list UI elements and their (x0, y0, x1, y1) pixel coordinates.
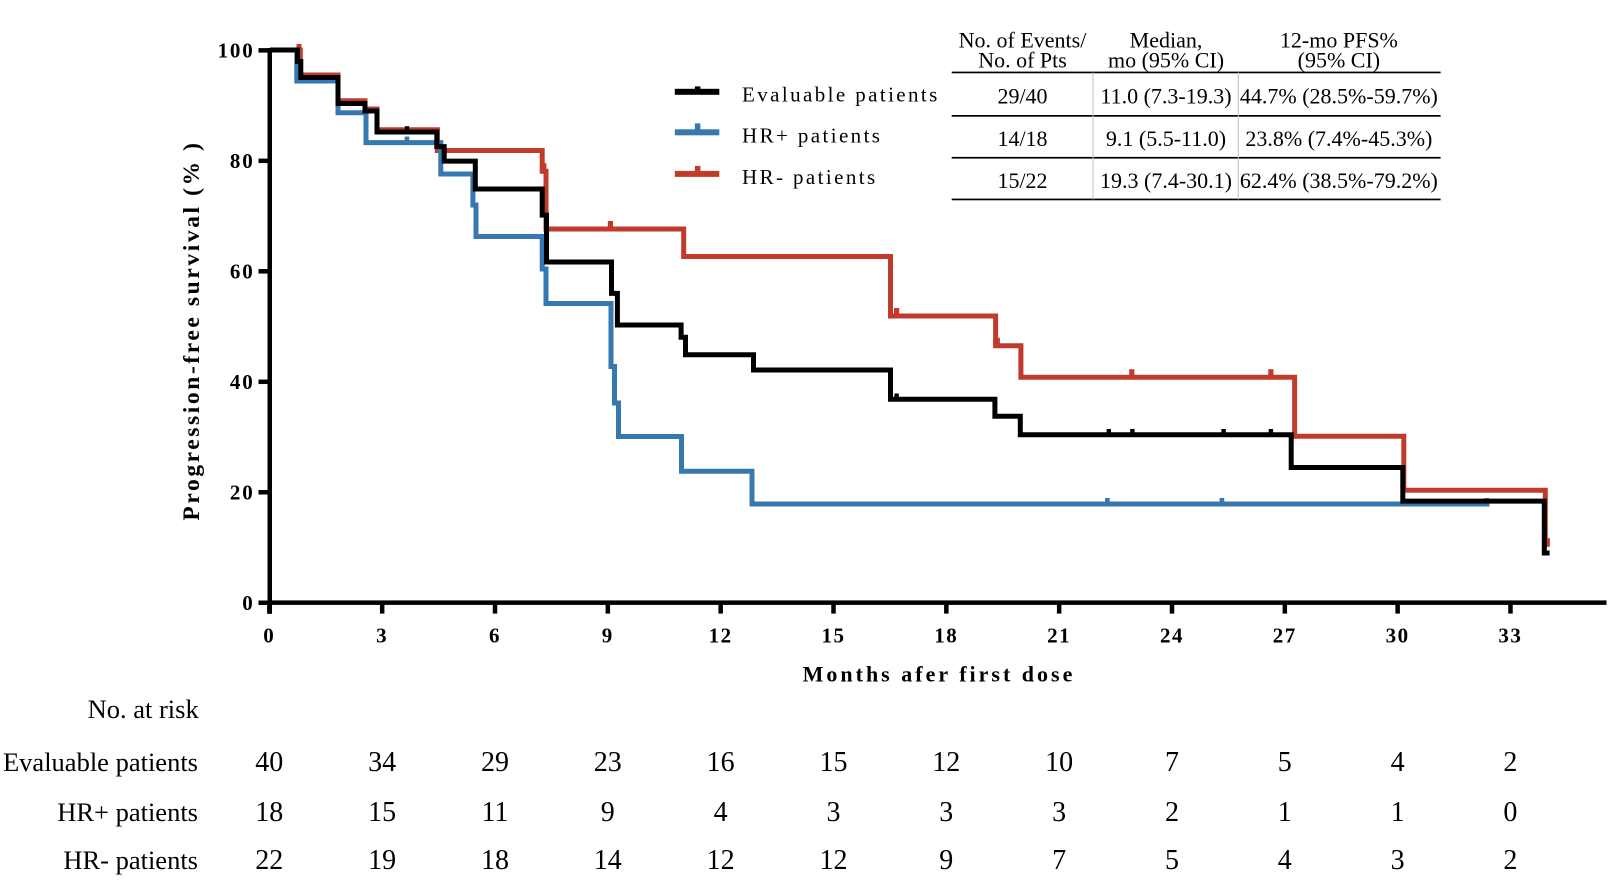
svg-text:40: 40 (230, 370, 255, 394)
svg-text:14: 14 (594, 845, 622, 876)
svg-text:11.0 (7.3-19.3): 11.0 (7.3-19.3) (1100, 84, 1231, 109)
svg-text:HR+ patients: HR+ patients (742, 124, 882, 148)
svg-text:100: 100 (218, 39, 255, 63)
svg-text:33: 33 (1498, 624, 1522, 648)
svg-text:4: 4 (1391, 747, 1405, 778)
svg-text:12: 12 (932, 747, 960, 778)
svg-text:12-mo PFS%: 12-mo PFS% (1280, 27, 1398, 52)
svg-text:14/18: 14/18 (997, 126, 1047, 151)
svg-text:9: 9 (602, 624, 614, 648)
svg-text:3: 3 (376, 624, 388, 648)
svg-text:9: 9 (601, 797, 615, 828)
svg-text:0: 0 (242, 591, 254, 615)
svg-text:5: 5 (1165, 845, 1179, 876)
svg-text:3: 3 (826, 797, 840, 828)
svg-text:15: 15 (821, 624, 845, 648)
svg-text:20: 20 (230, 480, 255, 504)
svg-text:18: 18 (934, 624, 958, 648)
svg-text:16: 16 (707, 747, 735, 778)
svg-text:34: 34 (368, 747, 396, 778)
svg-text:29/40: 29/40 (997, 84, 1047, 109)
svg-text:15: 15 (368, 797, 396, 828)
svg-text:19.3 (7.4-30.1): 19.3 (7.4-30.1) (1100, 168, 1232, 193)
svg-text:2: 2 (1503, 845, 1517, 876)
svg-text:6: 6 (489, 624, 501, 648)
svg-text:7: 7 (1052, 845, 1066, 876)
svg-text:10: 10 (1045, 747, 1073, 778)
svg-text:2: 2 (1503, 747, 1517, 778)
svg-text:29: 29 (481, 747, 509, 778)
svg-text:40: 40 (255, 747, 283, 778)
svg-text:1: 1 (1391, 797, 1405, 828)
svg-text:23.8% (7.4%-45.3%): 23.8% (7.4%-45.3%) (1245, 126, 1432, 151)
svg-text:22: 22 (255, 845, 283, 876)
svg-text:19: 19 (368, 845, 396, 876)
svg-text:62.4% (38.5%-79.2%): 62.4% (38.5%-79.2%) (1240, 168, 1438, 193)
svg-text:15: 15 (819, 747, 847, 778)
svg-text:12: 12 (819, 845, 847, 876)
svg-text:4: 4 (714, 797, 728, 828)
svg-text:9: 9 (939, 845, 953, 876)
svg-text:Evaluable patients: Evaluable patients (3, 747, 198, 777)
svg-text:15/22: 15/22 (997, 168, 1047, 193)
svg-text:No. at risk: No. at risk (88, 694, 200, 724)
svg-text:HR+ patients: HR+ patients (57, 797, 198, 827)
svg-text:27: 27 (1273, 624, 1297, 648)
svg-text:7: 7 (1165, 747, 1179, 778)
svg-text:60: 60 (230, 259, 255, 283)
svg-text:3: 3 (1391, 845, 1405, 876)
svg-text:mo (95% CI): mo (95% CI) (1108, 47, 1224, 72)
svg-text:Progression-free survival (% ): Progression-free survival (% ) (179, 140, 205, 520)
svg-text:3: 3 (1052, 797, 1066, 828)
svg-text:2: 2 (1165, 797, 1179, 828)
svg-text:24: 24 (1160, 624, 1184, 648)
svg-text:21: 21 (1047, 624, 1071, 648)
svg-text:44.7% (28.5%-59.7%): 44.7% (28.5%-59.7%) (1240, 84, 1438, 109)
svg-text:No. of Events/: No. of Events/ (959, 27, 1088, 52)
svg-text:HR- patients: HR- patients (63, 845, 198, 875)
svg-text:12: 12 (709, 624, 733, 648)
svg-text:4: 4 (1278, 845, 1292, 876)
svg-text:Months afer first dose: Months afer first dose (803, 662, 1076, 687)
svg-text:No. of Pts: No. of Pts (978, 47, 1067, 72)
svg-text:Evaluable patients: Evaluable patients (742, 83, 940, 107)
svg-text:(95% CI): (95% CI) (1298, 47, 1380, 72)
svg-text:0: 0 (1503, 797, 1517, 828)
svg-text:18: 18 (481, 845, 509, 876)
svg-text:30: 30 (1386, 624, 1410, 648)
svg-text:5: 5 (1278, 747, 1292, 778)
svg-text:9.1 (5.5-11.0): 9.1 (5.5-11.0) (1106, 126, 1226, 151)
svg-text:Median,: Median, (1130, 27, 1203, 52)
svg-text:12: 12 (707, 845, 735, 876)
svg-text:HR- patients: HR- patients (742, 165, 878, 189)
svg-text:0: 0 (263, 624, 275, 648)
svg-text:23: 23 (594, 747, 622, 778)
svg-text:80: 80 (230, 149, 255, 173)
svg-text:18: 18 (255, 797, 283, 828)
svg-text:1: 1 (1278, 797, 1292, 828)
svg-text:11: 11 (481, 797, 508, 828)
svg-text:3: 3 (939, 797, 953, 828)
